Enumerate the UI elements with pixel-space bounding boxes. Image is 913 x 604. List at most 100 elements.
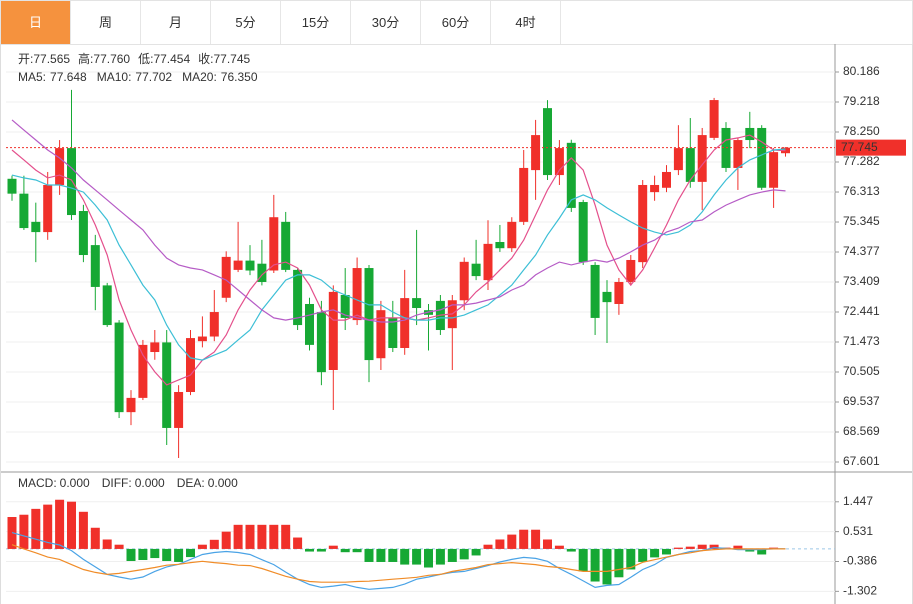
last-price-label: 77.745 bbox=[841, 140, 878, 154]
candle-body bbox=[495, 242, 505, 249]
macd-bar bbox=[757, 548, 767, 555]
candle-body bbox=[186, 338, 195, 392]
macd-bar bbox=[293, 537, 303, 549]
macd-bar bbox=[197, 544, 207, 549]
macd-bar bbox=[650, 548, 660, 558]
period-tab[interactable]: 周 bbox=[71, 1, 141, 44]
candle-body bbox=[281, 221, 291, 270]
candle-body bbox=[233, 260, 243, 270]
macd-bar bbox=[483, 544, 493, 549]
candle-body bbox=[638, 184, 648, 263]
macd-bar bbox=[424, 548, 433, 568]
period-tab[interactable]: 4时 bbox=[491, 1, 561, 44]
macd-bar bbox=[388, 548, 398, 562]
macd-bar bbox=[174, 548, 184, 562]
candle-body bbox=[376, 310, 386, 359]
macd-bar bbox=[638, 548, 648, 562]
candle-body bbox=[697, 135, 707, 182]
macd-bar bbox=[662, 548, 671, 555]
macd-bar bbox=[364, 548, 374, 562]
macd-bar bbox=[233, 524, 243, 549]
macd-bar bbox=[55, 499, 65, 549]
candle-body bbox=[245, 260, 255, 271]
y-tick-label: -1.302 bbox=[843, 584, 877, 598]
candle-body bbox=[733, 140, 743, 168]
candle-body bbox=[43, 184, 53, 233]
y-tick-label: 77.282 bbox=[843, 154, 880, 168]
macd-bar bbox=[519, 529, 529, 549]
candle-body bbox=[709, 100, 719, 138]
candle-body bbox=[459, 261, 469, 301]
legend-label: MA5: bbox=[18, 70, 46, 84]
last-price-tag bbox=[836, 139, 906, 156]
candle-body bbox=[31, 221, 41, 233]
macd-bar bbox=[257, 524, 267, 549]
period-tab[interactable]: 30分 bbox=[351, 1, 421, 44]
candle-body bbox=[400, 298, 410, 348]
candle-body bbox=[340, 294, 350, 318]
macd-bar bbox=[400, 548, 410, 565]
macd-bar bbox=[709, 544, 719, 549]
candle-body bbox=[90, 245, 100, 287]
macd-bar bbox=[507, 534, 517, 549]
macd-bar bbox=[447, 548, 457, 562]
macd-bar bbox=[305, 548, 314, 552]
macd-bar bbox=[531, 529, 541, 549]
macd-bar bbox=[102, 539, 112, 549]
macd-bar bbox=[43, 504, 53, 549]
macd-bar bbox=[162, 548, 172, 561]
macd-bar bbox=[412, 548, 422, 565]
period-tab[interactable]: 月 bbox=[141, 1, 211, 44]
macd-bar bbox=[769, 547, 779, 549]
macd-bar bbox=[697, 544, 707, 549]
macd-bar bbox=[67, 501, 76, 549]
candle-body bbox=[78, 211, 88, 256]
y-tick-label: 78.250 bbox=[843, 124, 880, 138]
candle-body bbox=[566, 142, 576, 208]
y-tick-label: 72.441 bbox=[843, 304, 880, 318]
y-tick-label: 73.409 bbox=[843, 274, 880, 288]
info-label: 收: bbox=[198, 52, 213, 66]
candle-body bbox=[531, 135, 541, 171]
y-tick-label: -0.386 bbox=[843, 554, 877, 568]
info-label: 高: bbox=[78, 51, 93, 66]
legend-label: DIFF: bbox=[102, 476, 132, 490]
y-tick-label: 69.537 bbox=[843, 394, 880, 408]
macd-bar bbox=[78, 511, 88, 549]
info-value: 77.760 bbox=[93, 52, 130, 66]
info-label: 低: bbox=[138, 52, 153, 66]
period-tab[interactable]: 60分 bbox=[421, 1, 491, 44]
y-tick-label: 79.218 bbox=[843, 94, 880, 108]
candle-body bbox=[662, 171, 671, 188]
macd-bar bbox=[471, 548, 481, 556]
macd-bar bbox=[590, 548, 600, 582]
y-tick-label: 75.345 bbox=[843, 214, 880, 228]
macd-bar bbox=[566, 548, 576, 552]
info-value: 77.454 bbox=[153, 52, 190, 66]
candle-body bbox=[257, 263, 267, 282]
y-tick-label: 71.473 bbox=[843, 334, 880, 348]
period-tab[interactable]: 15分 bbox=[281, 1, 351, 44]
candle-body bbox=[757, 127, 767, 188]
macd-bar bbox=[673, 547, 683, 549]
legend-value: 77.648 bbox=[50, 70, 87, 84]
macd-bar bbox=[745, 548, 755, 552]
macd-bar bbox=[126, 548, 136, 561]
candles bbox=[7, 89, 790, 459]
candle-body bbox=[150, 342, 160, 353]
candle-body bbox=[55, 148, 65, 185]
legend-label: MA10: bbox=[97, 70, 132, 84]
candle-body bbox=[519, 167, 529, 222]
macd-bar bbox=[90, 527, 100, 549]
candle-body bbox=[364, 268, 374, 361]
macd-bar bbox=[626, 548, 636, 570]
period-tab[interactable]: 5分 bbox=[211, 1, 281, 44]
legend-value: 0.000 bbox=[135, 476, 165, 490]
legend-label: MA20: bbox=[182, 70, 217, 84]
macd-bar bbox=[209, 539, 219, 549]
macd-bar bbox=[614, 548, 624, 578]
period-tab[interactable]: 日 bbox=[1, 1, 71, 44]
info-value: 77.745 bbox=[213, 52, 250, 66]
macd-bar bbox=[352, 548, 362, 553]
